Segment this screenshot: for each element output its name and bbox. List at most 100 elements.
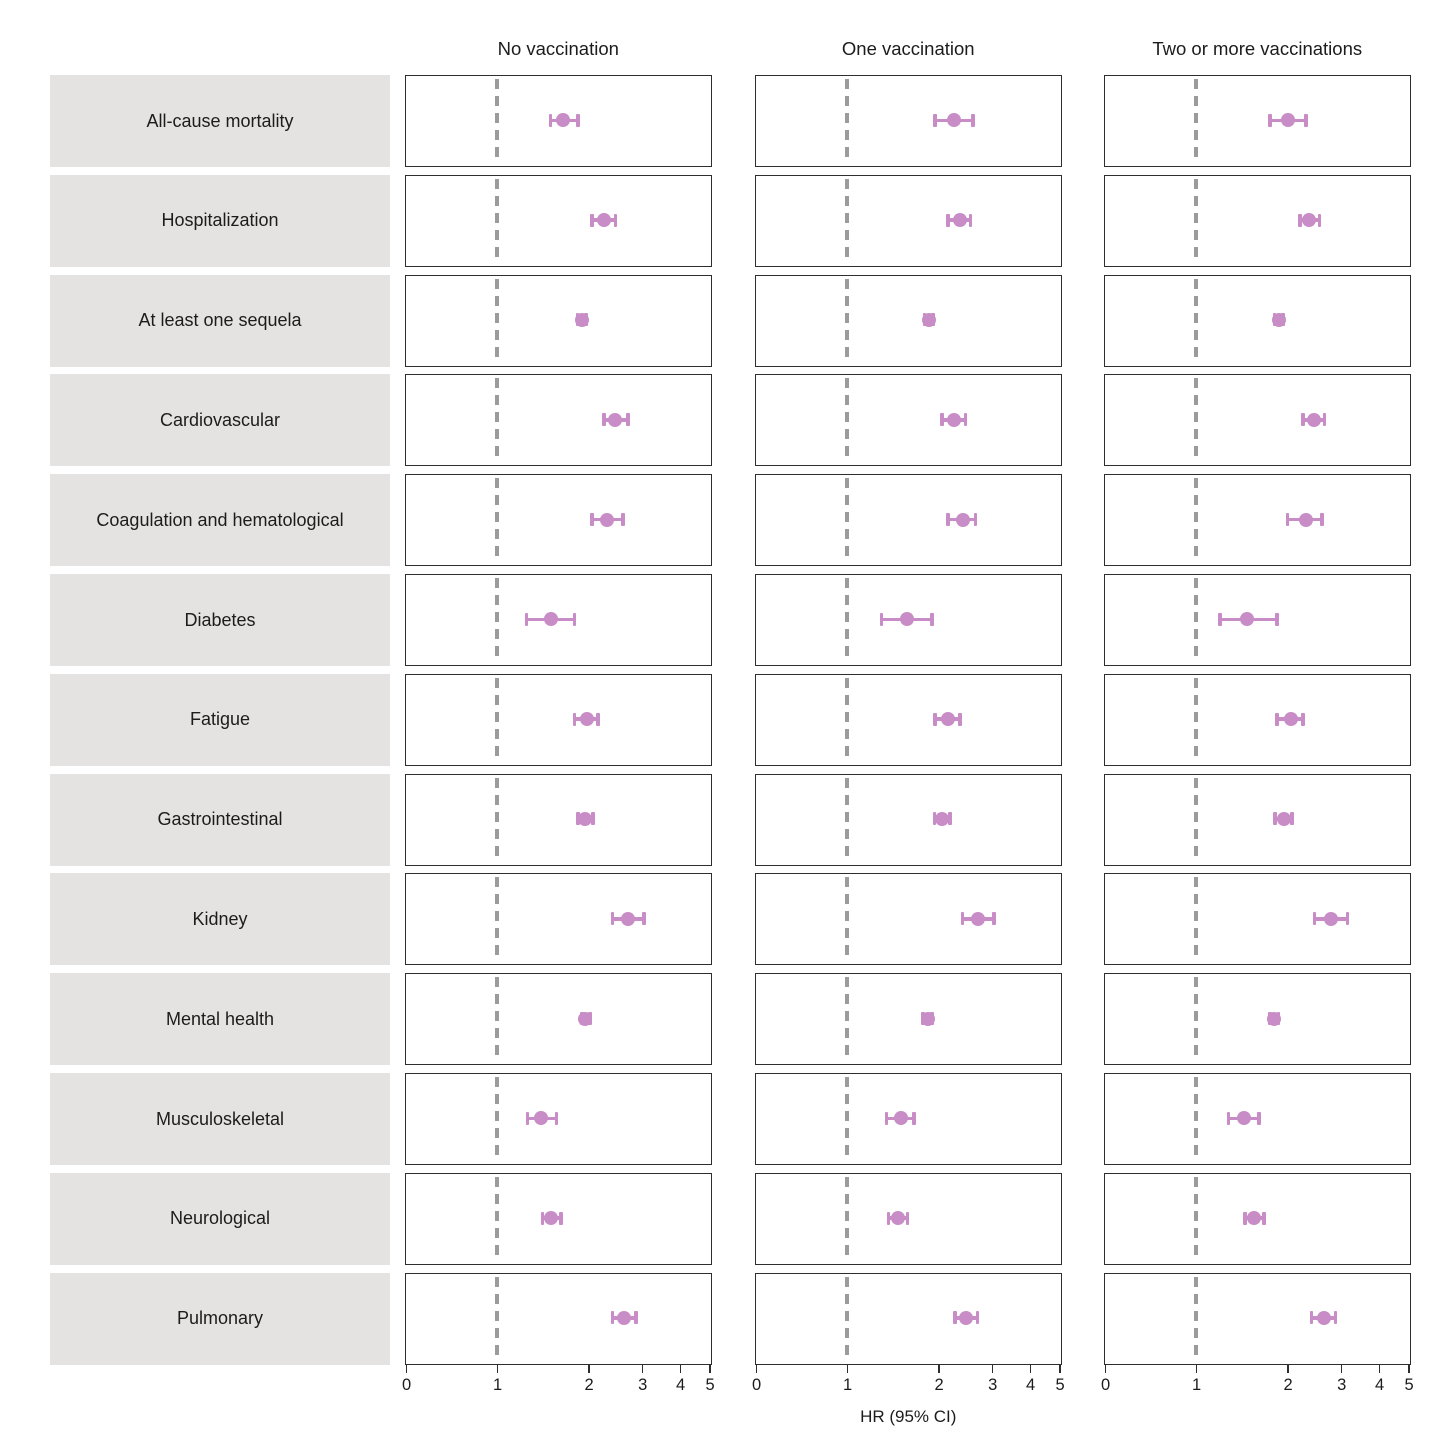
reference-line — [845, 977, 849, 1062]
forest-panel — [755, 973, 1062, 1066]
forest-panel — [755, 1073, 1062, 1165]
forest-panel — [405, 474, 712, 567]
reference-line — [1194, 278, 1198, 363]
hr-point-marker — [1301, 213, 1316, 228]
forest-panel — [405, 75, 712, 167]
ci-cap-low — [932, 812, 937, 826]
ci-cap-high — [1333, 1311, 1338, 1325]
hr-point-marker — [578, 1011, 593, 1026]
hr-point-marker — [893, 1111, 908, 1126]
ci-cap-low — [1301, 413, 1305, 427]
hr-point-marker — [534, 1111, 549, 1126]
ci-cap-low — [1309, 1311, 1314, 1325]
reference-line — [1194, 79, 1198, 163]
hr-point-marker — [608, 412, 623, 427]
hr-point-marker — [971, 911, 986, 926]
x-axis-tick — [1340, 1364, 1343, 1373]
ci-cap-low — [1273, 812, 1277, 826]
forest-panel — [1104, 474, 1411, 567]
forest-panel — [405, 873, 712, 966]
reference-line — [845, 378, 849, 463]
column-header-two-or-more-vaccinations: Two or more vaccinations — [1152, 38, 1363, 59]
forest-panel — [405, 773, 712, 866]
reference-line — [845, 478, 849, 563]
ci-cap-high — [968, 213, 973, 227]
x-axis-tick — [1195, 1364, 1198, 1373]
x-axis-tick-label: 5 — [705, 1375, 715, 1394]
reference-line — [495, 478, 499, 563]
forest-panel — [1104, 374, 1411, 467]
forest-panel — [755, 1172, 1062, 1265]
reference-line — [495, 578, 499, 662]
x-axis-tick-label: 5 — [1055, 1375, 1065, 1394]
ci-cap-high — [596, 712, 600, 726]
row-label: Hospitalization — [50, 174, 390, 267]
x-axis-tick-label: 1 — [1192, 1375, 1202, 1394]
ci-cap-low — [548, 113, 553, 127]
hr-point-marker — [1276, 811, 1291, 826]
reference-line — [1194, 578, 1198, 662]
hr-point-marker — [1280, 113, 1295, 128]
forest-panel — [755, 1272, 1062, 1365]
ci-cap-low — [1218, 612, 1222, 626]
reference-line — [1194, 378, 1198, 463]
x-axis-tick — [755, 1364, 758, 1373]
forest-panel — [755, 574, 1062, 666]
reference-line — [845, 777, 849, 862]
forest-panel — [1104, 174, 1411, 267]
column-header-no-vaccination: No vaccination — [497, 38, 619, 59]
forest-panel — [755, 174, 1062, 267]
ci-cap-high — [633, 1311, 638, 1325]
forest-panel — [1104, 673, 1411, 766]
ci-cap-high — [626, 413, 630, 427]
reference-line — [495, 378, 499, 463]
reference-line — [845, 79, 849, 163]
row-label: Fatigue — [50, 673, 390, 766]
reference-line — [845, 578, 849, 662]
ci-cap-high — [558, 1211, 563, 1225]
hr-point-marker — [952, 213, 967, 228]
x-axis-tick — [1059, 1364, 1061, 1373]
ci-cap-low — [1275, 712, 1280, 726]
reference-line — [495, 79, 499, 163]
reference-line — [1194, 1176, 1198, 1261]
ci-cap-high — [576, 113, 581, 127]
hr-point-marker — [579, 712, 594, 727]
ci-cap-high — [1317, 213, 1322, 227]
ci-cap-low — [933, 712, 937, 726]
hr-point-marker — [578, 811, 593, 826]
hr-point-marker — [890, 1211, 905, 1226]
ci-cap-low — [933, 113, 937, 127]
ci-cap-high — [1275, 612, 1280, 626]
ci-cap-low — [602, 413, 606, 427]
reference-line — [495, 877, 499, 962]
x-axis-tick — [641, 1364, 644, 1373]
hr-point-marker — [1298, 512, 1313, 527]
ci-cap-low — [540, 1211, 545, 1225]
hr-point-marker — [1316, 1310, 1331, 1325]
x-axis-tick-label: 0 — [1101, 1375, 1111, 1394]
forest-panel — [1104, 75, 1411, 167]
reference-line — [1194, 977, 1198, 1062]
reference-line — [495, 977, 499, 1062]
ci-cap-low — [1268, 113, 1272, 127]
row-label: Pulmonary — [50, 1272, 390, 1365]
hr-point-marker — [1237, 1111, 1252, 1126]
ci-cap-low — [524, 612, 529, 626]
hr-point-marker — [921, 312, 936, 327]
forest-panel — [405, 574, 712, 666]
forest-panel — [755, 75, 1062, 167]
hr-point-marker — [959, 1310, 974, 1325]
ci-cap-high — [905, 1211, 910, 1225]
ci-cap-high — [1257, 1111, 1261, 1125]
hr-point-marker — [1324, 911, 1339, 926]
ci-cap-high — [1345, 912, 1350, 926]
ci-cap-low — [884, 1111, 889, 1125]
hr-point-marker — [947, 113, 962, 128]
x-axis-tick — [1408, 1364, 1410, 1373]
hr-point-marker — [1283, 712, 1298, 727]
forest-panel — [755, 474, 1062, 567]
ci-cap-high — [958, 712, 962, 726]
row-label: Kidney — [50, 873, 390, 966]
row-label: Cardiovascular — [50, 374, 390, 467]
